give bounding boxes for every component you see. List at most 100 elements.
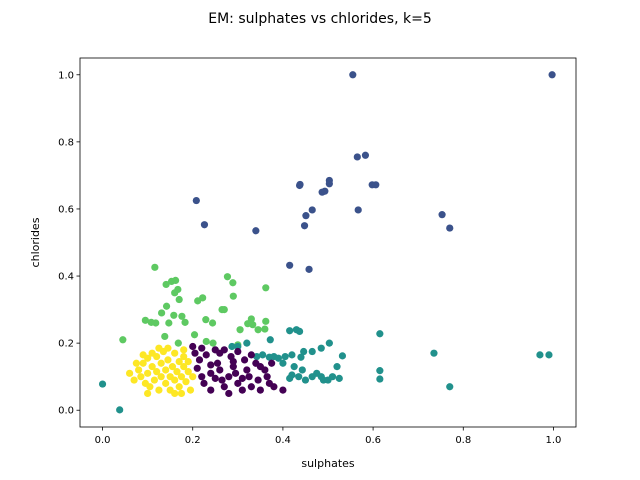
data-point (189, 373, 197, 381)
data-point (321, 187, 329, 195)
data-point (175, 383, 183, 391)
data-point (325, 339, 333, 347)
data-point (446, 224, 454, 232)
x-axis: 0.0 0.2 0.4 0.6 0.8 1.0 (95, 427, 561, 446)
data-point (180, 352, 188, 361)
points-layer (98, 71, 556, 414)
data-point (195, 356, 204, 364)
data-point (171, 389, 179, 398)
data-point (231, 369, 240, 377)
plot-frame (79, 57, 577, 428)
data-point (191, 349, 199, 357)
y-axis-label: chlorides (29, 217, 42, 267)
data-point (155, 386, 163, 394)
data-point (234, 347, 242, 356)
data-point (333, 363, 341, 371)
data-point (139, 359, 147, 367)
data-point (225, 373, 233, 381)
data-point (193, 364, 201, 372)
data-point (220, 383, 228, 391)
data-point (238, 374, 246, 382)
data-point (174, 339, 182, 347)
data-point (545, 351, 553, 359)
cluster-1 (119, 263, 270, 349)
data-point (308, 347, 316, 356)
data-point (157, 359, 165, 367)
data-point (296, 180, 304, 189)
data-point (137, 373, 145, 381)
data-point (199, 294, 207, 302)
data-point (256, 386, 264, 394)
data-point (171, 349, 179, 357)
y-tick-label: 0.6 (58, 204, 74, 215)
data-point (302, 212, 310, 220)
y-tick-label: 1.0 (58, 70, 74, 81)
data-point (253, 352, 261, 361)
cluster-4 (126, 344, 197, 398)
data-point (146, 383, 154, 391)
data-point (376, 367, 384, 375)
data-point (180, 346, 188, 354)
data-point (190, 331, 199, 339)
data-point (225, 389, 233, 398)
data-point (354, 206, 362, 214)
data-point (135, 366, 143, 374)
data-point (263, 373, 271, 381)
data-point (170, 311, 178, 319)
data-point (262, 284, 270, 292)
data-point (229, 279, 237, 287)
data-point (178, 312, 186, 320)
data-point (262, 317, 270, 325)
data-point (218, 376, 226, 384)
data-point (446, 383, 454, 391)
data-point (207, 361, 215, 369)
data-point (161, 332, 169, 341)
data-point (157, 373, 165, 381)
data-point (376, 375, 384, 383)
data-point (184, 357, 192, 366)
data-point (298, 366, 306, 374)
data-point (234, 342, 242, 351)
data-point (305, 265, 313, 273)
data-point (192, 196, 200, 205)
data-point (238, 386, 246, 394)
data-point (209, 339, 217, 347)
data-point (164, 356, 172, 364)
y-tick-label: 0.8 (58, 137, 74, 148)
data-point (150, 376, 158, 384)
data-point (279, 386, 287, 394)
data-point (281, 352, 289, 361)
data-point (338, 352, 347, 360)
data-point (171, 289, 179, 297)
data-point (349, 71, 357, 79)
data-point (270, 383, 278, 391)
data-point (548, 71, 556, 79)
data-point (236, 326, 244, 334)
data-point (152, 319, 160, 327)
data-point (144, 369, 152, 377)
data-point (198, 373, 206, 381)
data-point (335, 374, 343, 382)
data-point (308, 206, 316, 214)
data-point (155, 344, 163, 352)
data-point (132, 359, 140, 367)
data-point (165, 319, 173, 327)
data-point (252, 227, 260, 235)
data-point (372, 181, 380, 189)
data-point (162, 379, 170, 387)
data-point (168, 363, 177, 371)
data-point (536, 351, 544, 359)
chart-title: EM: sulphates vs chlorides, k=5 (208, 11, 431, 27)
data-point (116, 406, 124, 414)
data-point (254, 376, 262, 384)
data-point (376, 330, 384, 338)
data-point (256, 363, 264, 371)
data-point (167, 277, 176, 286)
data-point (216, 349, 224, 357)
data-point (220, 305, 228, 314)
data-point (254, 326, 262, 334)
x-tick-label: 0.4 (275, 435, 291, 446)
data-point (144, 389, 152, 398)
